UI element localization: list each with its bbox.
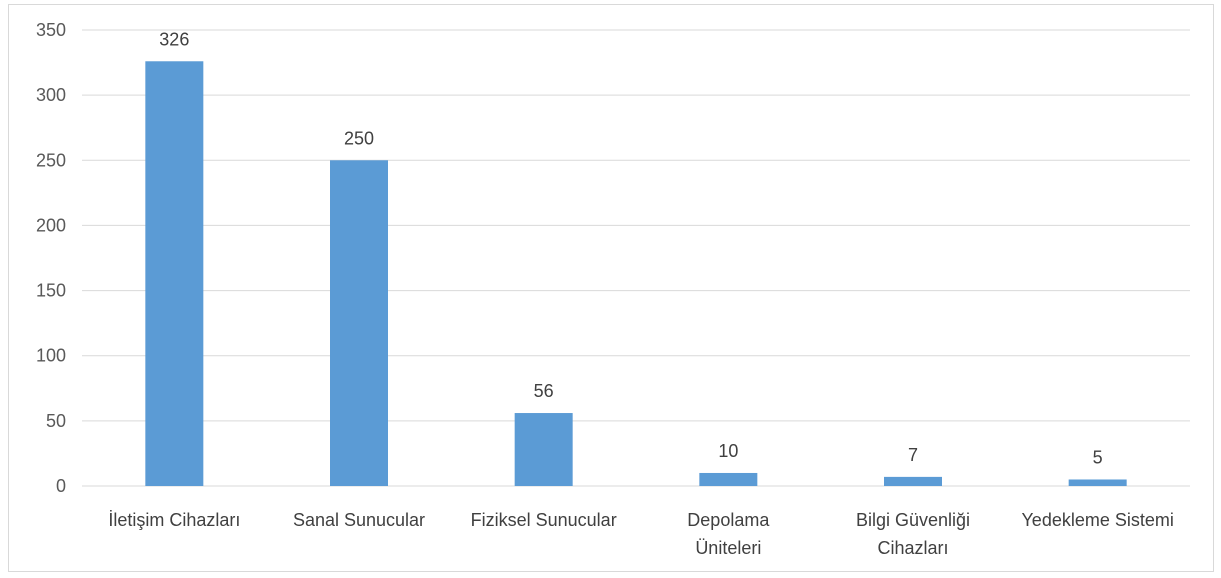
y-tick-label: 50 <box>46 411 66 431</box>
x-tick-label-line: Cihazları <box>877 538 948 558</box>
bar <box>145 61 204 487</box>
x-tick-label: İletişim Cihazları <box>108 510 240 530</box>
data-label: 7 <box>908 445 918 465</box>
x-tick-label: Bilgi Güvenliği Cihazları <box>856 510 970 558</box>
y-tick-label: 350 <box>36 20 66 40</box>
x-tick-label-line: Depolama <box>687 510 770 530</box>
bar <box>884 476 942 486</box>
x-tick-label: Sanal Sunucular <box>293 510 425 530</box>
x-tick-label-line: Yedekleme Sistemi <box>1021 510 1173 530</box>
bar <box>330 160 388 487</box>
y-tick-label: 200 <box>36 215 66 235</box>
x-tick-label-line: İletişim Cihazları <box>108 510 240 530</box>
bar <box>699 472 758 486</box>
x-tick-label-line: Sanal Sunucular <box>293 510 425 530</box>
data-label: 56 <box>534 381 554 401</box>
y-tick-label: 0 <box>56 476 66 496</box>
x-tick-label: Yedekleme Sistemi <box>1021 510 1173 530</box>
bar <box>1068 479 1127 486</box>
data-label: 250 <box>344 128 374 148</box>
x-tick-label-line: Bilgi Güvenliği <box>856 510 970 530</box>
x-tick-label-line: Fiziksel Sunucular <box>471 510 617 530</box>
x-tick-label: Fiziksel Sunucular <box>471 510 617 530</box>
data-label: 10 <box>718 441 738 461</box>
data-label: 5 <box>1093 447 1103 467</box>
data-label: 326 <box>159 29 189 49</box>
y-tick-label: 250 <box>36 150 66 170</box>
y-tick-label: 100 <box>36 346 66 366</box>
bar <box>514 413 573 486</box>
x-tick-label-line: Üniteleri <box>695 538 761 558</box>
chart-frame <box>8 4 1214 572</box>
x-tick-label: Depolama Üniteleri <box>687 510 770 558</box>
y-tick-label: 150 <box>36 281 66 301</box>
y-tick-label: 300 <box>36 85 66 105</box>
